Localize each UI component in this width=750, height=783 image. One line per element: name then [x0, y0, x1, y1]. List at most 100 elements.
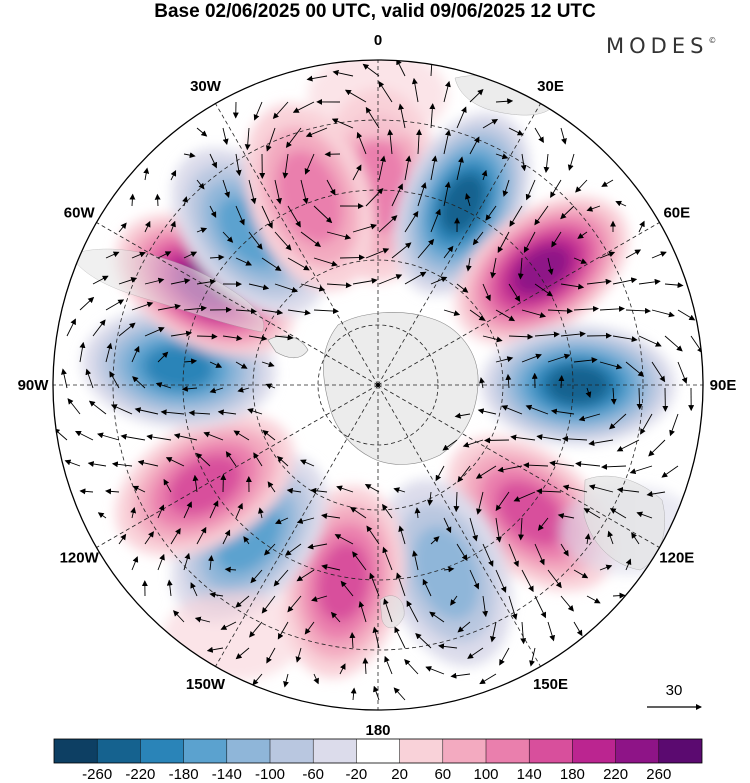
brand-logo: MODES©: [606, 34, 716, 58]
wind-arrow: [79, 341, 86, 363]
wind-arrow: [636, 511, 653, 519]
wind-arrow: [364, 484, 380, 493]
wind-arrow: [651, 361, 666, 383]
wind-arrow: [508, 127, 524, 136]
wind-arrow: [443, 181, 451, 207]
wind-arrow: [235, 205, 245, 226]
wind-arrow: [475, 465, 497, 479]
wind-arrow: [287, 595, 302, 613]
brand-mark: ©: [708, 36, 717, 45]
wind-arrow: [352, 551, 367, 571]
wind-arrow: [469, 309, 486, 321]
wind-arrow: [224, 566, 237, 573]
longitude-label: 150W: [186, 676, 226, 693]
wind-arrow: [615, 200, 627, 207]
map-border: [52, 59, 704, 711]
wind-arrow: [625, 307, 651, 314]
wind-arrow: [79, 488, 94, 495]
wind-arrow: [143, 167, 150, 181]
wind-arrow: [75, 430, 94, 441]
wind-arrow: [326, 179, 336, 196]
wind-arrow: [352, 223, 377, 233]
wind-arrow: [296, 517, 315, 524]
colorbar-label: -60: [302, 766, 324, 783]
wind-arrow: [573, 621, 583, 637]
wind-arrow: [225, 451, 237, 467]
wind-arrow: [638, 278, 661, 285]
colorbar-swatch: [183, 739, 227, 763]
wind-arrow: [287, 309, 311, 316]
wind-arrow: [638, 335, 662, 347]
wind-arrow: [373, 685, 380, 701]
wind-arrow: [430, 208, 441, 233]
wind-arrow: [599, 564, 613, 571]
wind-arrow: [472, 231, 484, 246]
wind-arrow: [118, 277, 138, 285]
wind-arrow: [429, 103, 436, 129]
meridian: [215, 384, 379, 667]
wind-arrow: [235, 308, 257, 315]
wind-arrow: [92, 319, 106, 337]
wind-arrow: [495, 153, 509, 160]
longitude-label: 90E: [710, 377, 737, 394]
colorbar-label: 140: [517, 766, 542, 783]
wind-arrow: [469, 569, 480, 590]
colorbar-label: -140: [212, 766, 242, 783]
wind-arrow: [339, 663, 346, 675]
wind-arrow: [547, 307, 573, 314]
wind-arrow: [525, 404, 549, 415]
wind-arrow: [502, 179, 510, 197]
wind-arrow: [170, 220, 176, 233]
wind-arrow: [243, 536, 250, 545]
colorbar-frame: [53, 738, 703, 764]
wind-arrow: [469, 136, 480, 155]
wind-arrow: [625, 249, 642, 259]
colorbar-swatch: [140, 739, 184, 763]
wind-arrow: [296, 569, 315, 582]
wind-arrow: [677, 361, 688, 384]
wind-arrow: [393, 487, 406, 494]
wind-arrow: [292, 101, 315, 113]
wind-arrow: [661, 465, 679, 478]
wind-arrow: [601, 463, 627, 470]
wind-arrow: [313, 673, 319, 685]
wind-arrow: [233, 430, 250, 441]
wind-arrow: [529, 647, 536, 667]
wind-arrow: [274, 179, 282, 205]
wind-arrow: [209, 387, 224, 394]
wind-arrow: [92, 275, 109, 285]
wind-arrow: [61, 368, 68, 389]
wind-arrow: [261, 257, 282, 272]
wind-arrow: [651, 309, 675, 318]
wind-arrow: [105, 299, 125, 311]
wind-arrow: [209, 500, 219, 519]
wind-arrow: [648, 439, 666, 457]
wind-arrow: [237, 386, 250, 393]
wind-arrow: [378, 215, 398, 233]
wind-arrow: [165, 457, 185, 467]
wind-arrow: [625, 558, 632, 571]
wind-arrow: [131, 301, 154, 311]
wind-arrow: [508, 595, 518, 620]
wind-arrow: [183, 552, 191, 571]
wind-arrow: [284, 543, 302, 556]
wind-arrow: [235, 647, 250, 660]
wind-arrow: [110, 404, 133, 415]
wind-arrow: [501, 405, 523, 415]
wind-arrow: [534, 205, 549, 226]
wind-arrow: [578, 413, 601, 422]
wind-arrow: [274, 517, 289, 525]
wind-arrow: [609, 508, 627, 519]
colorbar-swatch: [615, 739, 659, 763]
wind-arrow: [352, 277, 378, 285]
wind-arrow: [523, 231, 536, 253]
wind-arrow: [132, 485, 146, 493]
wind-arrow: [111, 461, 133, 468]
colorbar-swatch: [486, 739, 530, 763]
wind-arrow: [190, 582, 198, 597]
wind-arrow: [79, 296, 95, 311]
wind-arrow: [551, 231, 562, 248]
longitude-label: 0: [374, 32, 382, 49]
wind-arrow: [195, 452, 211, 467]
wind-vectors: [53, 60, 703, 701]
